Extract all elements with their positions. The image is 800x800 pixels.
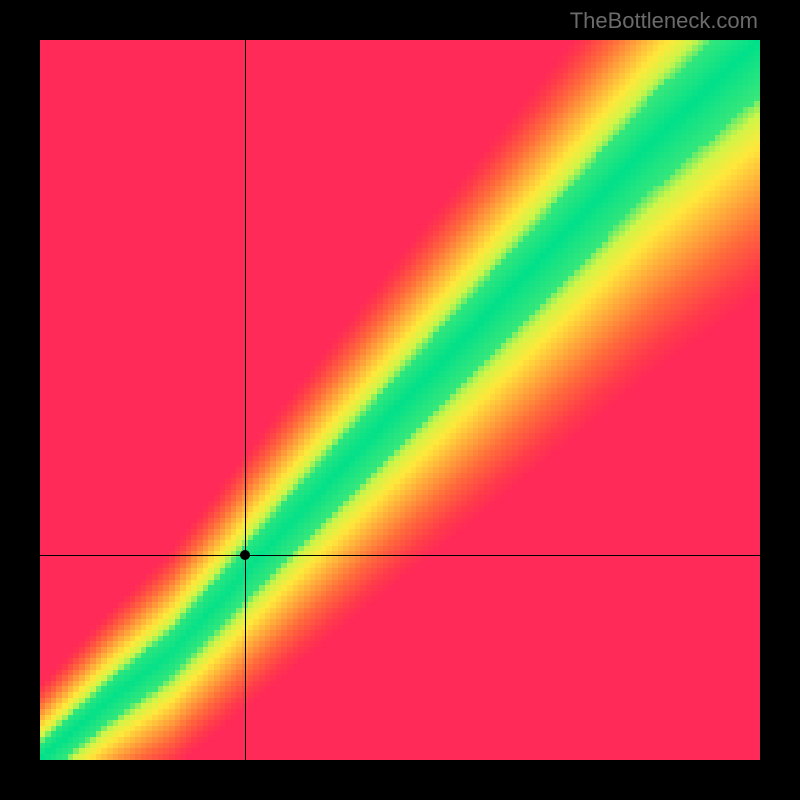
- heatmap-canvas: [40, 40, 760, 760]
- chart-frame: TheBottleneck.com: [0, 0, 800, 800]
- heatmap-plot: [40, 40, 760, 760]
- watermark-text: TheBottleneck.com: [570, 8, 758, 34]
